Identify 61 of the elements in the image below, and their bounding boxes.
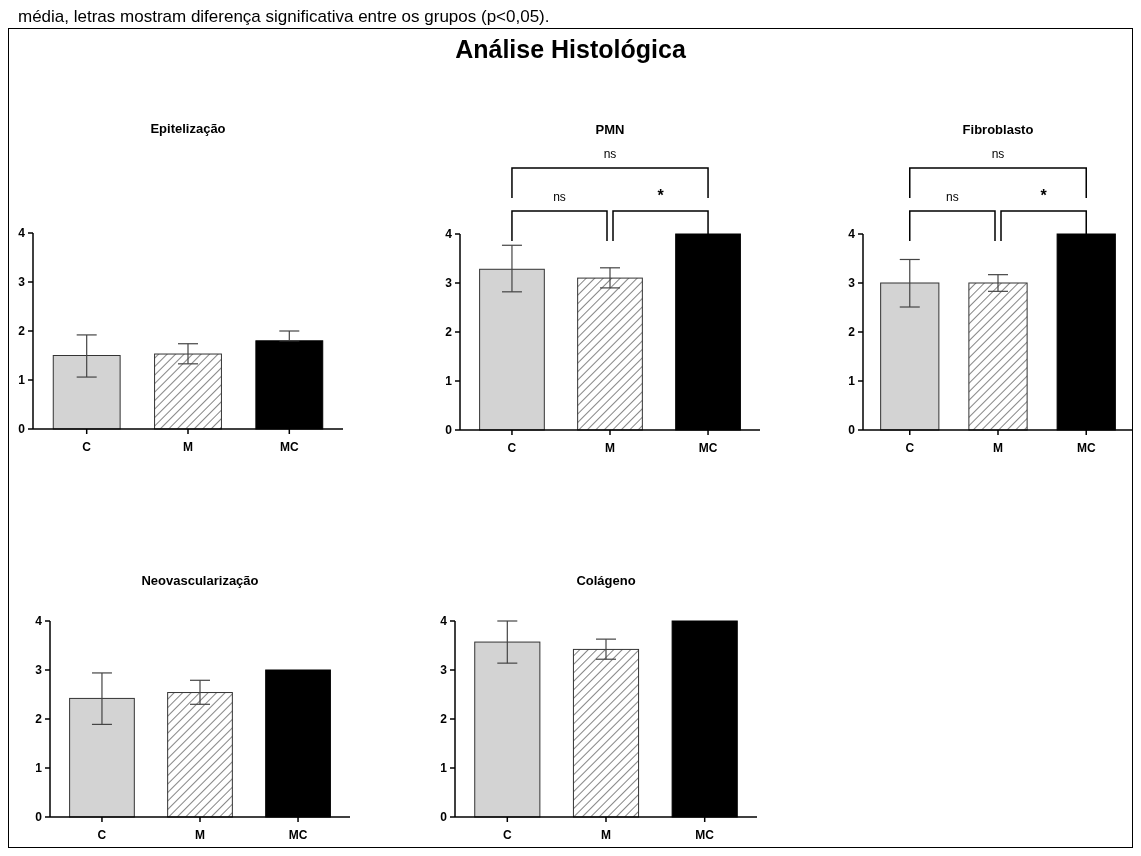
y-tick-label: 1 [18, 373, 26, 388]
y-tick-label: 1 [35, 761, 43, 776]
y-tick-label: 1 [440, 761, 448, 776]
x-tick-label: M [605, 441, 615, 455]
x-tick-label: M [993, 441, 1003, 455]
y-tick-label: 0 [848, 423, 856, 438]
bar [69, 697, 135, 818]
text: * [1040, 187, 1048, 204]
text: ns [553, 190, 566, 204]
x-tick-label: MC [695, 828, 715, 842]
y-tick-label: 0 [440, 810, 448, 825]
y-tick-label: 4 [848, 227, 856, 242]
y-tick-label: 2 [445, 325, 453, 340]
y-tick-label: 2 [440, 712, 448, 727]
chart-title: Neovascularização [141, 573, 259, 588]
y-tick-label: 3 [445, 276, 453, 291]
chart-title: PMN [595, 122, 625, 137]
y-tick-label: 4 [445, 227, 453, 242]
y-tick-label: 3 [35, 663, 43, 678]
text: ns [603, 147, 617, 161]
text: ns [946, 190, 959, 204]
y-tick-label: 0 [445, 423, 453, 438]
chart-title: Fibroblasto [962, 122, 1034, 137]
bar [167, 692, 233, 818]
x-tick-label: MC [698, 441, 718, 455]
y-tick-label: 3 [848, 276, 856, 291]
y-tick-label: 4 [440, 614, 448, 629]
x-tick-label: MC [288, 828, 308, 842]
bar [474, 641, 541, 818]
y-tick-label: 2 [848, 325, 856, 340]
text: * [657, 187, 665, 204]
y-tick-label: 4 [18, 226, 26, 241]
bar [154, 353, 222, 430]
y-tick-label: 2 [18, 324, 26, 339]
chart-title: Colágeno [576, 573, 636, 588]
text: ns [991, 147, 1005, 161]
bar [577, 277, 643, 431]
x-tick-label: M [183, 440, 193, 454]
x-tick-label: MC [1076, 441, 1096, 455]
y-tick-label: 1 [445, 374, 453, 389]
x-tick-label: C [82, 440, 92, 454]
text: média, letras mostram diferença significativa entre os grupos (p<0,05). [18, 7, 550, 26]
x-tick-label: C [905, 441, 915, 455]
x-tick-label: C [97, 828, 107, 842]
x-tick-label: M [601, 828, 611, 842]
x-tick-label: MC [279, 440, 299, 454]
bar [572, 648, 640, 818]
bar [52, 355, 121, 430]
y-tick-label: 0 [35, 810, 43, 825]
y-tick-label: 2 [35, 712, 43, 727]
y-tick-label: 0 [18, 422, 26, 437]
x-tick-label: C [502, 828, 512, 842]
y-tick-label: 3 [18, 275, 26, 290]
text: Análise Histológica [455, 35, 687, 63]
x-tick-label: M [195, 828, 205, 842]
chart-title: Epitelização [150, 121, 226, 136]
y-tick-label: 4 [35, 614, 43, 629]
y-tick-label: 3 [440, 663, 448, 678]
x-tick-label: C [507, 441, 517, 455]
bar [479, 268, 545, 431]
y-tick-label: 1 [848, 374, 856, 389]
